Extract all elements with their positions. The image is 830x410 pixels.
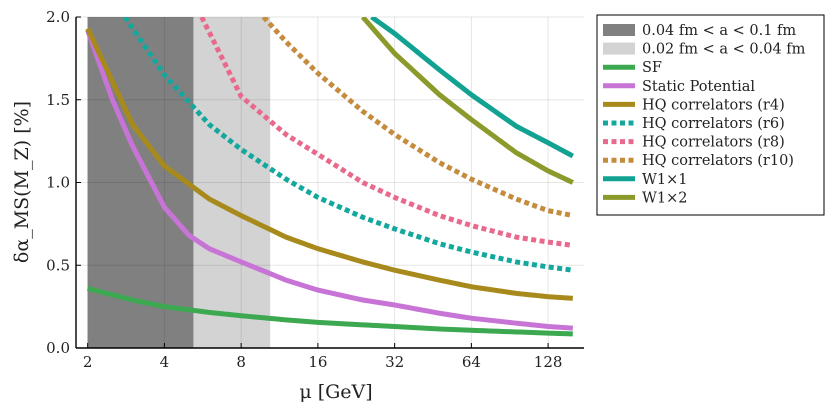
- series-line-6: [261, 17, 574, 219]
- x-axis-label: μ [GeV]: [299, 381, 372, 403]
- series-line-3: [85, 27, 573, 301]
- legend-label-2: 0.02 fm < a < 0.04 fm: [642, 42, 806, 58]
- x-tick-label-2: 8: [236, 353, 246, 371]
- series-line-2: [85, 29, 573, 331]
- series-line-5: [199, 17, 574, 248]
- legend: 0.04 fm < a < 0.1 fm 0.02 fm < a < 0.04 f…: [596, 14, 825, 216]
- x-tick-label-0: 2: [83, 353, 93, 371]
- legend-label-9: W1×1: [642, 172, 688, 188]
- x-tick-label-4: 32: [385, 353, 404, 371]
- legend-swatch-1: [603, 24, 635, 36]
- series-line-1: [87, 285, 573, 337]
- y-axis-label: δα_MS(M_Z) [%]: [11, 101, 33, 263]
- y-tick-label-3: 1.5: [46, 91, 70, 109]
- x-axis-ticks: 2 4 8 16 32 64 128: [83, 343, 563, 371]
- series-line-8: [360, 17, 574, 185]
- y-tick-label-1: 0.5: [46, 256, 70, 274]
- y-tick-label-4: 2.0: [46, 8, 70, 26]
- legend-label-3: SF: [642, 60, 662, 76]
- x-tick-label-1: 4: [160, 353, 170, 371]
- series-lines: [85, 17, 574, 337]
- legend-label-6: HQ correlators (r6): [642, 116, 785, 132]
- x-tick-label-6: 128: [534, 353, 563, 371]
- legend-label-1: 0.04 fm < a < 0.1 fm: [642, 23, 796, 39]
- legend-label-5: HQ correlators (r4): [642, 97, 785, 113]
- legend-swatch-2: [603, 42, 635, 55]
- legend-label-8: HQ correlators (r10): [642, 153, 794, 169]
- y-axis-ticks: 0.0 0.5 1.0 1.5 2.0: [46, 8, 81, 357]
- y-tick-label-0: 0.0: [46, 339, 70, 357]
- x-tick-label-5: 64: [462, 353, 481, 371]
- x-tick-label-3: 16: [308, 353, 327, 371]
- series-line-4: [122, 17, 574, 273]
- legend-label-10: W1×2: [642, 190, 688, 206]
- series-line-7: [370, 17, 574, 159]
- legend-label-4: Static Potential: [642, 79, 755, 95]
- y-tick-label-2: 1.0: [46, 174, 70, 192]
- legend-label-7: HQ correlators (r8): [642, 135, 785, 151]
